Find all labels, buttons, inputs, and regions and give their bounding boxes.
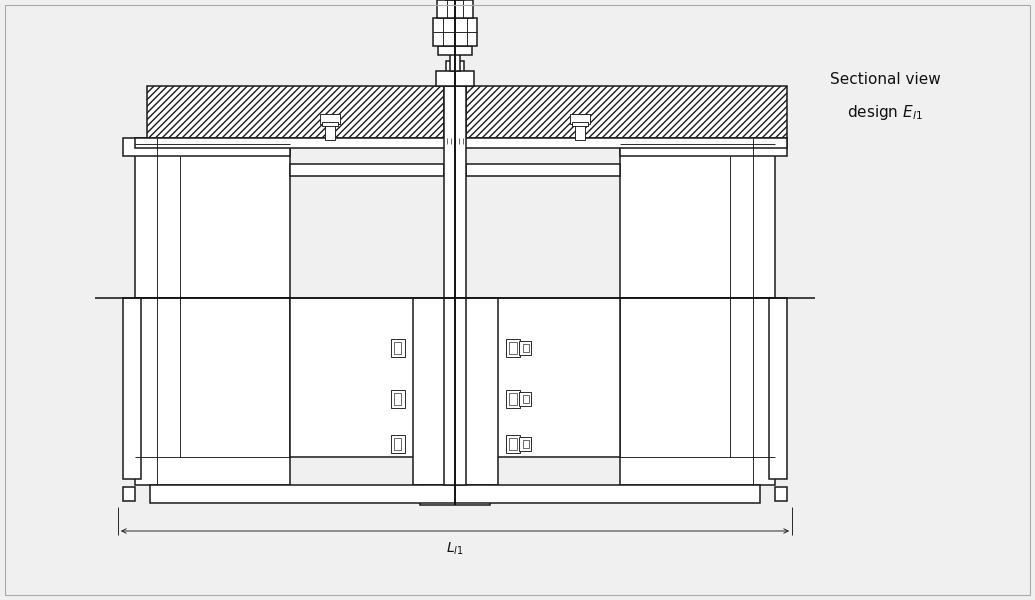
Bar xyxy=(390,340,405,358)
Bar xyxy=(523,440,529,448)
Bar xyxy=(393,438,402,450)
Bar xyxy=(523,395,529,403)
Bar xyxy=(393,343,402,355)
Bar xyxy=(570,114,590,124)
Bar xyxy=(505,340,520,358)
Bar xyxy=(620,138,787,156)
Bar xyxy=(320,114,341,124)
Bar xyxy=(620,298,775,485)
Bar xyxy=(438,46,472,55)
Bar xyxy=(508,393,516,405)
Bar xyxy=(123,298,141,479)
Bar xyxy=(575,118,585,140)
Bar xyxy=(135,138,787,148)
Bar xyxy=(123,487,135,501)
Bar xyxy=(444,298,466,485)
Bar xyxy=(322,122,338,126)
Bar xyxy=(508,438,516,450)
Bar xyxy=(505,435,520,453)
Bar xyxy=(620,138,775,298)
Bar xyxy=(505,390,520,408)
Bar xyxy=(390,435,405,453)
Text: Sectional view: Sectional view xyxy=(830,73,941,88)
Bar xyxy=(436,71,474,86)
Bar xyxy=(520,437,532,451)
Bar xyxy=(520,341,532,355)
Bar xyxy=(290,164,444,176)
Bar xyxy=(437,0,473,18)
Bar xyxy=(446,61,464,86)
Bar xyxy=(433,18,477,46)
Bar xyxy=(508,343,516,355)
Text: design $E_{l1}$: design $E_{l1}$ xyxy=(847,103,923,121)
Bar xyxy=(393,393,402,405)
Bar xyxy=(450,51,460,71)
Text: $L_{l1}$: $L_{l1}$ xyxy=(446,541,464,557)
Bar xyxy=(444,86,466,298)
Bar xyxy=(123,138,290,156)
Bar xyxy=(466,86,787,138)
Bar xyxy=(420,485,490,505)
Bar xyxy=(775,487,787,501)
Bar xyxy=(523,344,529,352)
Bar xyxy=(147,86,444,138)
Bar xyxy=(390,390,405,408)
Bar xyxy=(413,298,498,485)
Bar xyxy=(325,118,335,140)
Bar xyxy=(290,298,444,457)
Bar xyxy=(769,298,787,479)
Bar xyxy=(520,392,532,406)
Bar xyxy=(150,485,760,503)
Bar xyxy=(466,298,620,457)
Bar xyxy=(572,122,588,126)
Bar xyxy=(135,298,290,485)
Bar xyxy=(466,164,620,176)
Bar xyxy=(135,138,290,298)
